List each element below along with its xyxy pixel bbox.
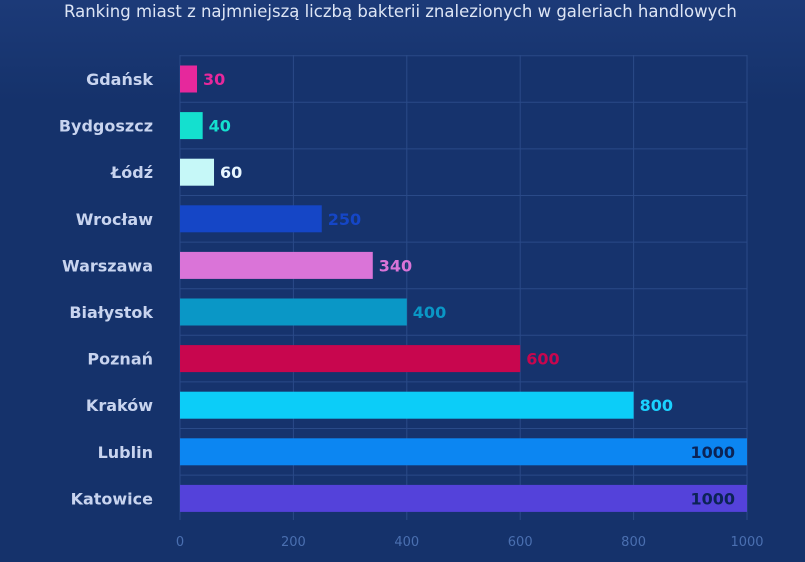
category-label: Wrocław	[76, 210, 153, 229]
value-label: 1000	[690, 489, 735, 508]
bar-4	[180, 251, 373, 279]
bar-2	[180, 158, 215, 186]
category-label: Poznań	[87, 350, 153, 369]
category-label: Gdańsk	[86, 70, 153, 89]
x-tick-label: 0	[176, 535, 184, 550]
category-label: Katowice	[71, 489, 154, 508]
x-tick-label: 200	[281, 535, 306, 550]
value-label: 340	[379, 256, 412, 275]
bar-9	[180, 484, 747, 512]
category-label: Kraków	[86, 396, 153, 415]
x-tick-label: 400	[394, 535, 419, 550]
bar-0	[180, 65, 198, 93]
x-tick-label: 800	[621, 535, 646, 550]
category-label: Lublin	[98, 443, 153, 462]
category-label: Bydgoszcz	[59, 117, 153, 136]
value-label: 40	[209, 117, 231, 136]
x-tick-label: 600	[508, 535, 533, 550]
chart-title: Ranking miast z najmniejszą liczbą bakte…	[64, 2, 737, 21]
value-label: 250	[328, 210, 361, 229]
value-label: 30	[203, 70, 225, 89]
bar-8	[180, 438, 747, 466]
category-label: Białystok	[69, 303, 153, 322]
category-label: Łódź	[110, 163, 153, 182]
bar-3	[180, 205, 322, 233]
bar-7	[180, 391, 634, 419]
x-tick-label: 1000	[730, 535, 763, 550]
bar-6	[180, 345, 521, 373]
bar-5	[180, 298, 407, 326]
value-label: 1000	[690, 443, 735, 462]
value-label: 800	[640, 396, 673, 415]
category-label: Warszawa	[62, 256, 153, 275]
bar-1	[180, 112, 203, 140]
value-label: 400	[413, 303, 446, 322]
value-label: 600	[526, 350, 559, 369]
value-label: 60	[220, 163, 242, 182]
